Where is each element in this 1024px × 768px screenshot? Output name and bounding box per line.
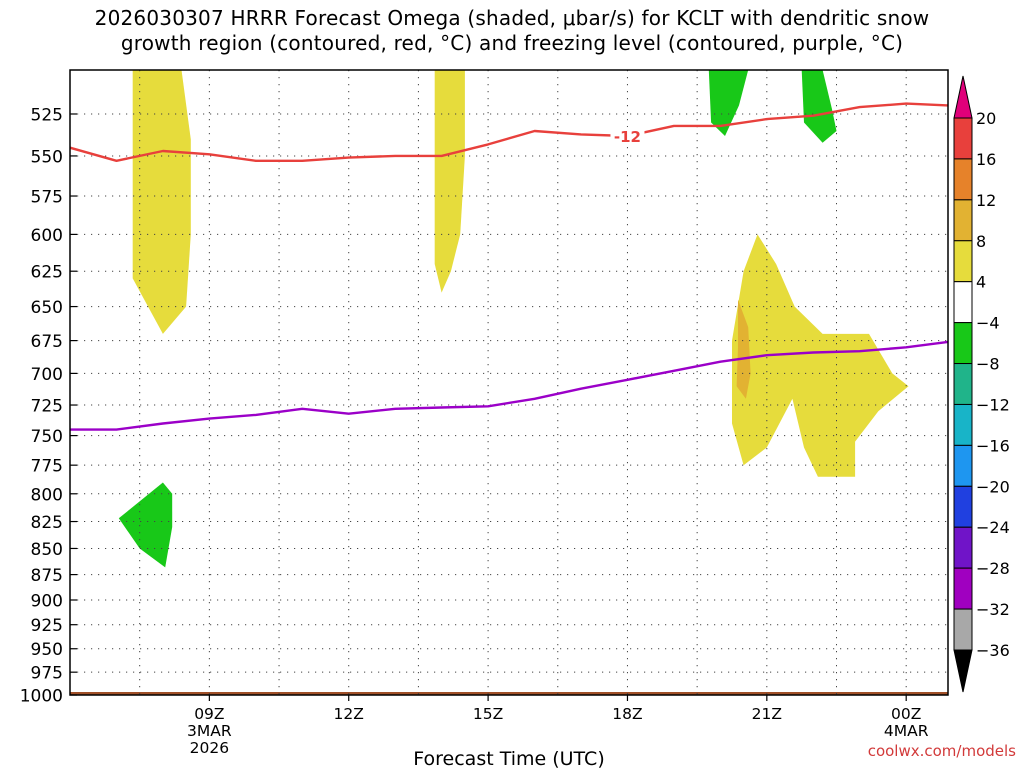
omega-shading-layer bbox=[118, 70, 909, 568]
chart-title-line2: growth region (contoured, red, °C) and f… bbox=[120, 31, 904, 55]
x-tick-label-18Z: 18Z bbox=[612, 705, 642, 723]
x-tick-sublabel: 3MAR bbox=[187, 722, 232, 740]
omega-region-4 bbox=[736, 299, 751, 399]
colorbar-segment-7 bbox=[953, 363, 973, 405]
contour-label: -12 bbox=[614, 128, 641, 146]
x-axis-title: Forecast Time (UTC) bbox=[413, 748, 604, 768]
contour-label-bg bbox=[610, 127, 645, 146]
y-tick-label-725: 725 bbox=[31, 397, 63, 417]
colorbar-label: −32 bbox=[976, 600, 1010, 619]
x-tick-label-12Z: 12Z bbox=[334, 705, 364, 723]
colorbar-label: −8 bbox=[976, 355, 1000, 374]
colorbar-segment-5 bbox=[953, 281, 973, 324]
colorbar-segment-8 bbox=[953, 403, 973, 446]
omega-region-5 bbox=[118, 482, 173, 568]
plot-border bbox=[69, 69, 949, 696]
contour-line-1 bbox=[70, 102, 948, 162]
colorbar-segment-2 bbox=[953, 158, 973, 201]
colorbar-label: −36 bbox=[976, 641, 1010, 660]
y-tick-label-625: 625 bbox=[31, 263, 63, 283]
y-tick-label-975: 975 bbox=[31, 664, 63, 684]
colorbar-segment-4 bbox=[953, 240, 973, 283]
colorbar-label: 4 bbox=[976, 273, 986, 292]
y-tick-label-850: 850 bbox=[31, 540, 63, 560]
x-tick-sublabel: 2026 bbox=[190, 739, 229, 757]
x-tick-label-21Z: 21Z bbox=[752, 705, 782, 723]
x-tick-label-09Z: 09Z bbox=[194, 705, 224, 723]
colorbar-label: 20 bbox=[976, 109, 996, 128]
colorbar-label: −28 bbox=[976, 559, 1010, 578]
x-tick-label-15Z: 15Z bbox=[473, 705, 503, 723]
watermark: coolwx.com/models bbox=[867, 742, 1016, 760]
omega-region-1 bbox=[132, 70, 191, 334]
contour-line-2 bbox=[70, 340, 948, 431]
colorbar-segment-13 bbox=[953, 608, 973, 651]
contour-layer: -12 bbox=[70, 102, 948, 431]
y-tick-label-525: 525 bbox=[31, 105, 63, 125]
y-tick-label-600: 600 bbox=[31, 226, 63, 246]
colorbar-segment-12 bbox=[953, 567, 973, 610]
chart-title: 2026030307 HRRR Forecast Omega (shaded, … bbox=[0, 6, 1024, 56]
colorbar: 20 16 12 8 4 −4 −8 −12 −16 −20 −24 −28 −32 −36 bbox=[953, 75, 1010, 693]
x-tick-sublabel: 4MAR bbox=[884, 722, 929, 740]
colorbar-segment-6 bbox=[953, 322, 973, 365]
plot-frame bbox=[69, 69, 949, 696]
colorbar-label: −20 bbox=[976, 477, 1010, 496]
y-tick-label-900: 900 bbox=[31, 591, 63, 611]
y-tick-label-675: 675 bbox=[31, 332, 63, 352]
omega-region-2 bbox=[434, 70, 465, 293]
omega-region-3 bbox=[732, 234, 909, 477]
omega-region-7 bbox=[801, 70, 837, 143]
colorbar-label: −12 bbox=[976, 395, 1010, 414]
colorbar-label: 8 bbox=[976, 232, 986, 251]
colorbar-label: −4 bbox=[976, 314, 1000, 333]
colorbar-label: 16 bbox=[976, 150, 996, 169]
colorbar-segment-1 bbox=[953, 117, 973, 160]
y-tick-label-800: 800 bbox=[31, 485, 63, 505]
colorbar-label: 12 bbox=[976, 191, 996, 210]
y-tick-label-1000: 1000 bbox=[20, 687, 63, 707]
y-tick-label-700: 700 bbox=[31, 365, 63, 385]
colorbar-segment-9 bbox=[953, 444, 973, 487]
colorbar-label: −16 bbox=[976, 436, 1010, 455]
colorbar-arrow-top bbox=[953, 75, 973, 119]
colorbar-label: −24 bbox=[976, 518, 1010, 537]
chart-title-line1: 2026030307 HRRR Forecast Omega (shaded, … bbox=[94, 6, 930, 30]
y-tick-label-925: 925 bbox=[31, 616, 63, 636]
y-tick-label-875: 875 bbox=[31, 566, 63, 586]
y-tick-label-950: 950 bbox=[31, 640, 63, 660]
colorbar-segment-3 bbox=[953, 199, 973, 242]
y-tick-label-750: 750 bbox=[31, 427, 63, 447]
y-tick-label-550: 550 bbox=[31, 147, 63, 167]
y-axis: 525 550 575 600 625 650 675 700 725 750 775 800 825 8… bbox=[20, 105, 77, 707]
colorbar-arrow-bottom bbox=[953, 649, 973, 693]
y-tick-label-650: 650 bbox=[31, 298, 63, 318]
x-tick-label-00Z: 00Z bbox=[891, 705, 921, 723]
y-tick-label-825: 825 bbox=[31, 513, 63, 533]
colorbar-segment-11 bbox=[953, 526, 973, 569]
colorbar-segment-10 bbox=[953, 485, 973, 528]
y-tick-label-575: 575 bbox=[31, 188, 63, 208]
y-tick-label-775: 775 bbox=[31, 457, 63, 477]
omega-region-6 bbox=[708, 70, 749, 136]
